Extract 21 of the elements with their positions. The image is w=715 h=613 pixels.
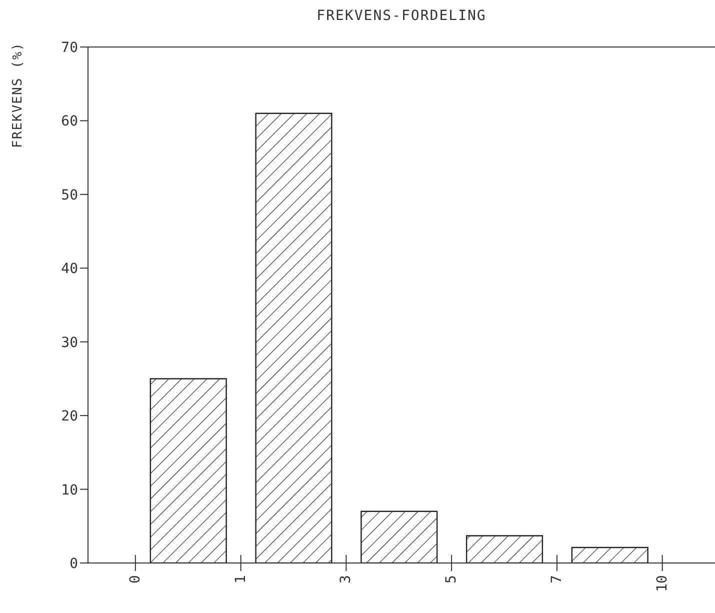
text: 0 xyxy=(127,575,144,584)
y-tick-label: 40 xyxy=(61,261,78,278)
y-tick-label: 60 xyxy=(61,114,78,130)
y-tick-label: 20 xyxy=(61,408,78,425)
text: 3 xyxy=(338,575,354,584)
y-axis-title: FREKVENS (%) xyxy=(10,42,26,148)
text: 5 xyxy=(444,575,460,584)
chart-title: FREKVENS-FORDELING xyxy=(316,8,488,24)
text: 7 xyxy=(548,575,565,584)
bar xyxy=(360,510,438,563)
y-tick-label: 0 xyxy=(70,556,78,572)
bar xyxy=(255,112,332,563)
bar xyxy=(150,378,227,563)
bar xyxy=(466,535,544,563)
bar xyxy=(571,546,648,563)
y-tick-label: 70 xyxy=(61,40,78,56)
y-tick-label: 30 xyxy=(61,334,78,351)
text: 10 xyxy=(654,575,670,592)
y-tick-label: 10 xyxy=(61,482,78,498)
text: 1 xyxy=(232,575,249,584)
y-tick-label: 50 xyxy=(61,187,78,204)
